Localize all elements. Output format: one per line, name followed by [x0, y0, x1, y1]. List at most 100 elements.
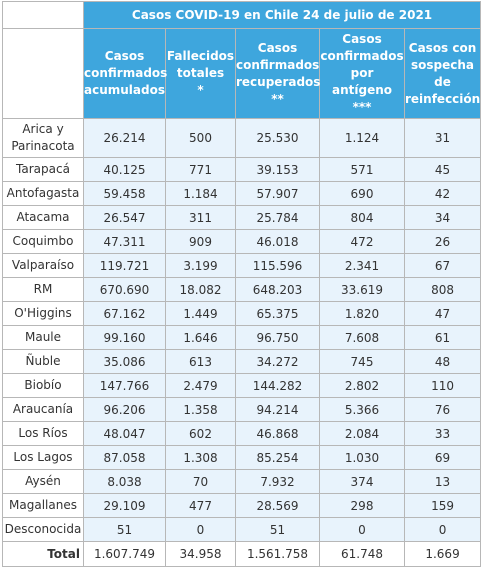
value-cell: 13 — [403, 469, 482, 494]
region-name: Arica y Parinacota — [2, 118, 84, 158]
table-row: Araucanía 96.206 1.358 94.214 5.366 76 — [2, 397, 482, 422]
value-cell: 28.569 — [235, 493, 320, 518]
value-cell: 69 — [403, 445, 482, 470]
value-cell: 159 — [403, 493, 482, 518]
value-cell: 67 — [403, 253, 482, 278]
region-name: Atacama — [2, 205, 84, 230]
value-cell: 96.206 — [83, 397, 166, 422]
table-row: Ñuble 35.086 613 34.272 745 48 — [2, 349, 482, 374]
value-cell: 648.203 — [235, 277, 320, 302]
value-cell: 99.160 — [83, 325, 166, 350]
table-body: Arica y Parinacota 26.214 500 25.530 1.124 31… — [2, 118, 482, 567]
table-row: Aysén 8.038 70 7.932 374 13 — [2, 469, 482, 494]
value-cell: 909 — [165, 229, 236, 254]
value-cell: 110 — [403, 373, 482, 398]
total-value: 1.669 — [403, 541, 482, 567]
table-row: Tarapacá 40.125 771 39.153 571 45 — [2, 157, 482, 182]
region-name: Biobío — [2, 373, 84, 398]
value-cell: 85.254 — [235, 445, 320, 470]
table-row: Maule 99.160 1.646 96.750 7.608 61 — [2, 325, 482, 350]
value-cell: 51 — [83, 517, 166, 542]
table-row: Atacama 26.547 311 25.784 804 34 — [2, 205, 482, 230]
value-cell: 33.619 — [319, 277, 405, 302]
total-row: Total 1.607.749 34.958 1.561.758 61.748 1.669 — [2, 541, 482, 567]
value-cell: 26 — [403, 229, 482, 254]
value-cell: 311 — [165, 205, 236, 230]
value-cell: 602 — [165, 421, 236, 446]
table-row: Los Ríos 48.047 602 46.868 2.084 33 — [2, 421, 482, 446]
total-value: 1.607.749 — [83, 541, 166, 567]
region-name: Valparaíso — [2, 253, 84, 278]
value-cell: 115.596 — [235, 253, 320, 278]
value-cell: 42 — [403, 181, 482, 206]
value-cell: 65.375 — [235, 301, 320, 326]
header-antigen-confirmed: Casos confirmados por antígeno *** — [319, 28, 405, 119]
value-cell: 472 — [319, 229, 405, 254]
value-cell: 2.341 — [319, 253, 405, 278]
table-row: Desconocida 51 0 51 0 0 — [2, 517, 482, 542]
value-cell: 571 — [319, 157, 405, 182]
header-row: Casos confirmados acumulados Fallecidos … — [2, 28, 482, 119]
value-cell: 51 — [235, 517, 320, 542]
value-cell: 5.366 — [319, 397, 405, 422]
region-name: Los Ríos — [2, 421, 84, 446]
value-cell: 119.721 — [83, 253, 166, 278]
region-name: Los Lagos — [2, 445, 84, 470]
value-cell: 2.479 — [165, 373, 236, 398]
value-cell: 1.358 — [165, 397, 236, 422]
value-cell: 613 — [165, 349, 236, 374]
value-cell: 2.802 — [319, 373, 405, 398]
value-cell: 500 — [165, 118, 236, 158]
value-cell: 1.308 — [165, 445, 236, 470]
value-cell: 1.184 — [165, 181, 236, 206]
value-cell: 670.690 — [83, 277, 166, 302]
header-confirmed-cumulative: Casos confirmados acumulados — [83, 28, 167, 119]
value-cell: 47 — [403, 301, 482, 326]
value-cell: 7.608 — [319, 325, 405, 350]
region-name: Maule — [2, 325, 84, 350]
table-row: Coquimbo 47.311 909 46.018 472 26 — [2, 229, 482, 254]
value-cell: 34.272 — [235, 349, 320, 374]
value-cell: 39.153 — [235, 157, 320, 182]
corner-cell — [2, 1, 84, 29]
value-cell: 26.214 — [83, 118, 166, 158]
value-cell: 745 — [319, 349, 405, 374]
value-cell: 2.084 — [319, 421, 405, 446]
region-name: O'Higgins — [2, 301, 84, 326]
total-value: 34.958 — [165, 541, 236, 567]
value-cell: 87.058 — [83, 445, 166, 470]
value-cell: 374 — [319, 469, 405, 494]
header-recovered: Casos confirmados recuperados ** — [235, 28, 320, 119]
table-row: Magallanes 29.109 477 28.569 298 159 — [2, 493, 482, 518]
value-cell: 70 — [165, 469, 236, 494]
value-cell: 477 — [165, 493, 236, 518]
total-value: 61.748 — [319, 541, 405, 567]
value-cell: 8.038 — [83, 469, 166, 494]
value-cell: 147.766 — [83, 373, 166, 398]
total-value: 1.561.758 — [235, 541, 320, 567]
value-cell: 33 — [403, 421, 482, 446]
value-cell: 94.214 — [235, 397, 320, 422]
value-cell: 771 — [165, 157, 236, 182]
corner-cell — [2, 28, 84, 119]
value-cell: 40.125 — [83, 157, 166, 182]
value-cell: 804 — [319, 205, 405, 230]
title-row: Casos COVID-19 en Chile 24 de julio de 2… — [2, 1, 482, 29]
value-cell: 1.646 — [165, 325, 236, 350]
value-cell: 144.282 — [235, 373, 320, 398]
region-name: Araucanía — [2, 397, 84, 422]
region-name: Tarapacá — [2, 157, 84, 182]
value-cell: 59.458 — [83, 181, 166, 206]
value-cell: 1.820 — [319, 301, 405, 326]
value-cell: 76 — [403, 397, 482, 422]
value-cell: 298 — [319, 493, 405, 518]
value-cell: 0 — [403, 517, 482, 542]
value-cell: 25.530 — [235, 118, 320, 158]
header-total-deaths: Fallecidos totales * — [165, 28, 236, 119]
value-cell: 29.109 — [83, 493, 166, 518]
region-name: Antofagasta — [2, 181, 84, 206]
value-cell: 31 — [403, 118, 482, 158]
value-cell: 1.449 — [165, 301, 236, 326]
value-cell: 26.547 — [83, 205, 166, 230]
value-cell: 35.086 — [83, 349, 166, 374]
